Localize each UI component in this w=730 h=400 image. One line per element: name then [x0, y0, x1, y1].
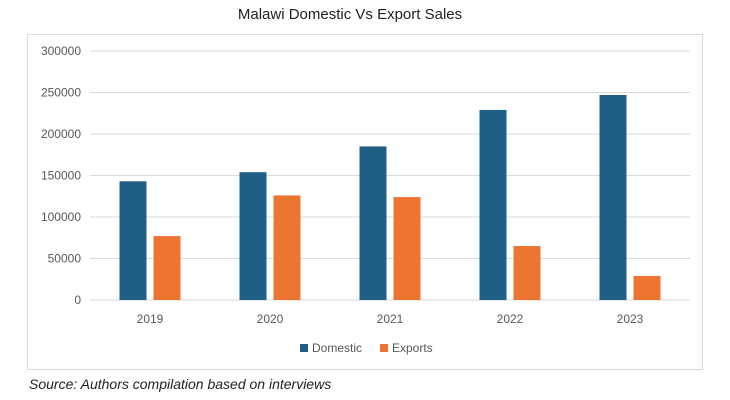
bar-exports-2021: [393, 197, 421, 300]
y-tick-label: 50000: [48, 252, 82, 266]
bar-domestic-2019: [119, 181, 147, 300]
y-tick-label: 300000: [41, 44, 81, 58]
y-tick-label: 250000: [41, 86, 81, 100]
bar-exports-2022: [513, 246, 541, 300]
y-tick-label: 100000: [41, 210, 81, 224]
bar-domestic-2021: [359, 146, 387, 300]
bar-domestic-2022: [479, 109, 507, 301]
x-tick-label: 2021: [377, 312, 404, 326]
bar-exports-2020: [273, 195, 301, 300]
source-note: Source: Authors compilation based on int…: [29, 376, 332, 392]
legend-exports-label: Exports: [392, 341, 433, 355]
bar-exports-2019: [153, 236, 181, 300]
x-tick-label: 2023: [617, 312, 644, 326]
chart-title: Malawi Domestic Vs Export Sales: [237, 6, 463, 23]
legend-exports-swatch: [380, 344, 388, 352]
x-tick-label: 2019: [137, 312, 164, 326]
legend-domestic-swatch: [300, 344, 308, 352]
bar-exports-2023: [633, 275, 661, 300]
y-tick-label: 200000: [41, 127, 81, 141]
legend-domestic-label: Domestic: [312, 341, 362, 355]
y-tick-label: 150000: [41, 169, 81, 183]
x-tick-label: 2020: [257, 312, 284, 326]
bar-domestic-2020: [239, 172, 267, 300]
bar-domestic-2023: [599, 94, 627, 301]
y-tick-label: 0: [74, 293, 81, 307]
x-tick-label: 2022: [497, 312, 524, 326]
